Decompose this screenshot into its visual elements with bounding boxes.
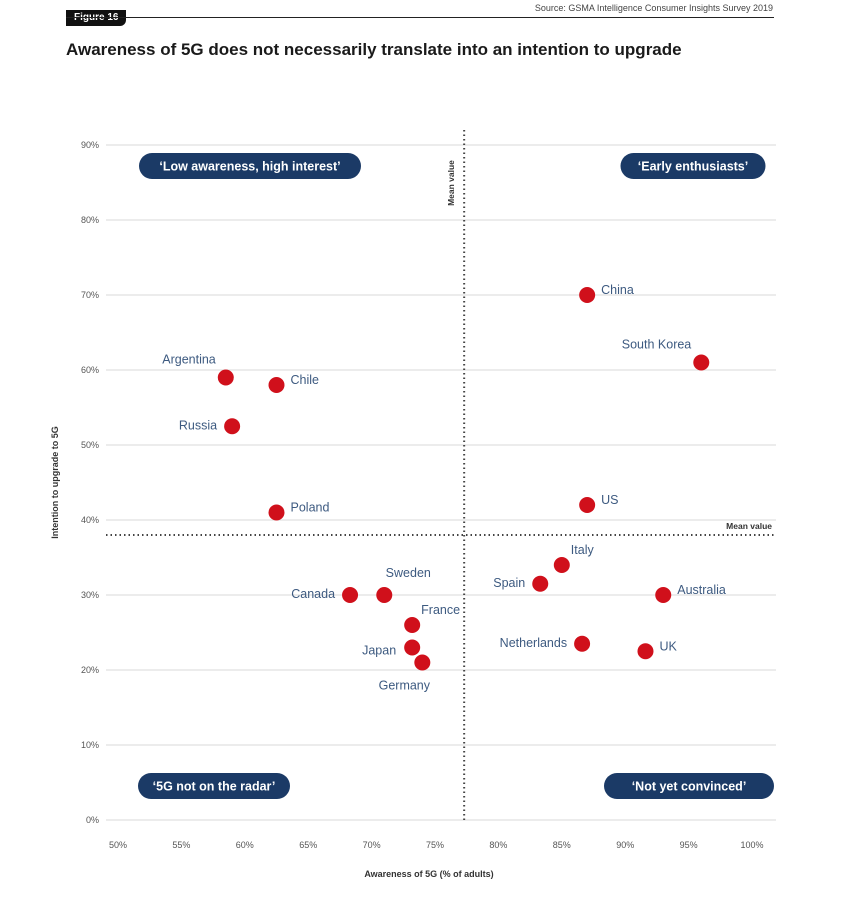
data-point	[268, 504, 285, 521]
top-rule	[66, 17, 774, 18]
data-point-label: Poland	[291, 501, 330, 515]
y-tick-label: 30%	[81, 590, 99, 600]
x-tick-label: 75%	[426, 840, 444, 850]
x-tick-label: 95%	[680, 840, 698, 850]
data-point-label: Sweden	[386, 566, 431, 580]
x-tick-label: 50%	[109, 840, 127, 850]
data-point-label: Spain	[493, 576, 525, 590]
quadrant-label: ‘Early enthusiasts’	[638, 160, 748, 174]
y-tick-label: 50%	[81, 440, 99, 450]
quadrant-label: ‘Low awareness, high interest’	[159, 160, 340, 174]
data-point-label: UK	[659, 639, 677, 653]
y-tick-label: 40%	[81, 515, 99, 525]
data-point-label: US	[601, 493, 618, 507]
mean-label-horizontal: Mean value	[726, 521, 772, 531]
data-point	[268, 377, 285, 393]
chart-title: Awareness of 5G does not necessarily tra…	[66, 40, 682, 59]
x-axis-title: Awareness of 5G (% of adults)	[364, 869, 493, 879]
data-point-label: Netherlands	[500, 636, 567, 650]
y-tick-label: 60%	[81, 365, 99, 375]
data-point-label: Russia	[179, 418, 217, 432]
data-point	[693, 354, 710, 371]
quadrant-label: ‘5G not on the radar’	[153, 780, 276, 794]
data-point-label: China	[601, 283, 634, 297]
quadrant-pill	[620, 153, 766, 179]
data-point-label: Canada	[291, 587, 335, 601]
data-point-label: Italy	[571, 543, 595, 557]
x-tick-label: 65%	[299, 840, 317, 850]
data-point	[553, 557, 570, 573]
y-axis-title: Intention to upgrade to 5G	[50, 426, 60, 539]
quadrant-pill	[139, 153, 361, 179]
x-tick-label: 85%	[553, 840, 571, 850]
y-tick-label: 70%	[81, 290, 99, 300]
quadrant-label: ‘Not yet convinced’	[632, 780, 747, 794]
data-point	[532, 575, 549, 592]
data-point	[224, 418, 241, 435]
x-tick-label: 60%	[236, 840, 254, 850]
y-tick-label: 90%	[81, 140, 99, 150]
mean-label-vertical: Mean value	[446, 160, 456, 206]
data-point	[376, 587, 393, 603]
data-point	[404, 617, 421, 633]
data-point-label: Germany	[379, 679, 431, 693]
data-point	[217, 369, 234, 386]
y-tick-label: 20%	[81, 665, 99, 675]
y-tick-label: 10%	[81, 740, 99, 750]
data-point-label: Japan	[362, 644, 396, 658]
y-tick-label: 0%	[86, 815, 99, 825]
x-tick-label: 80%	[489, 840, 507, 850]
y-tick-label: 80%	[81, 215, 99, 225]
source-note: Source: GSMA Intelligence Consumer Insig…	[534, 3, 773, 13]
x-tick-label: 55%	[172, 840, 190, 850]
data-point	[655, 587, 672, 603]
quadrant-pill	[138, 773, 290, 799]
data-point-label: France	[421, 603, 460, 617]
data-point	[637, 643, 654, 660]
x-tick-label: 90%	[616, 840, 634, 850]
data-point-label: Argentina	[162, 353, 216, 367]
x-tick-label: 100%	[740, 840, 763, 850]
data-point	[579, 497, 596, 513]
data-point	[404, 639, 421, 656]
quadrant-pill	[604, 773, 774, 799]
data-point-label: Chile	[291, 373, 320, 387]
data-point	[574, 635, 591, 652]
data-point-label: Australia	[677, 583, 726, 597]
data-point	[342, 587, 359, 603]
x-tick-label: 70%	[363, 840, 381, 850]
data-point-label: South Korea	[622, 338, 692, 352]
data-point	[579, 287, 596, 303]
data-point	[414, 654, 431, 671]
